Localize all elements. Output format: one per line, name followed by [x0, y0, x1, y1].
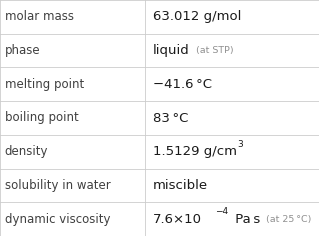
Text: melting point: melting point: [5, 78, 84, 91]
Text: density: density: [5, 145, 48, 158]
Text: −41.6 °C: −41.6 °C: [153, 78, 212, 91]
Text: (at STP): (at STP): [196, 46, 234, 55]
Text: 3: 3: [238, 140, 243, 149]
Text: 83 °C: 83 °C: [153, 111, 189, 125]
Text: solubility in water: solubility in water: [5, 179, 111, 192]
Text: 7.6×10: 7.6×10: [153, 213, 202, 226]
Text: boiling point: boiling point: [5, 111, 78, 125]
Text: miscible: miscible: [153, 179, 208, 192]
Text: −4: −4: [215, 207, 228, 216]
Text: phase: phase: [5, 44, 41, 57]
Text: (at 25 °C): (at 25 °C): [266, 215, 312, 224]
Text: dynamic viscosity: dynamic viscosity: [5, 213, 110, 226]
Text: 1.5129 g/cm: 1.5129 g/cm: [153, 145, 237, 158]
Text: Pa s: Pa s: [231, 213, 261, 226]
Text: liquid: liquid: [153, 44, 190, 57]
Text: 63.012 g/mol: 63.012 g/mol: [153, 10, 241, 23]
Text: molar mass: molar mass: [5, 10, 74, 23]
